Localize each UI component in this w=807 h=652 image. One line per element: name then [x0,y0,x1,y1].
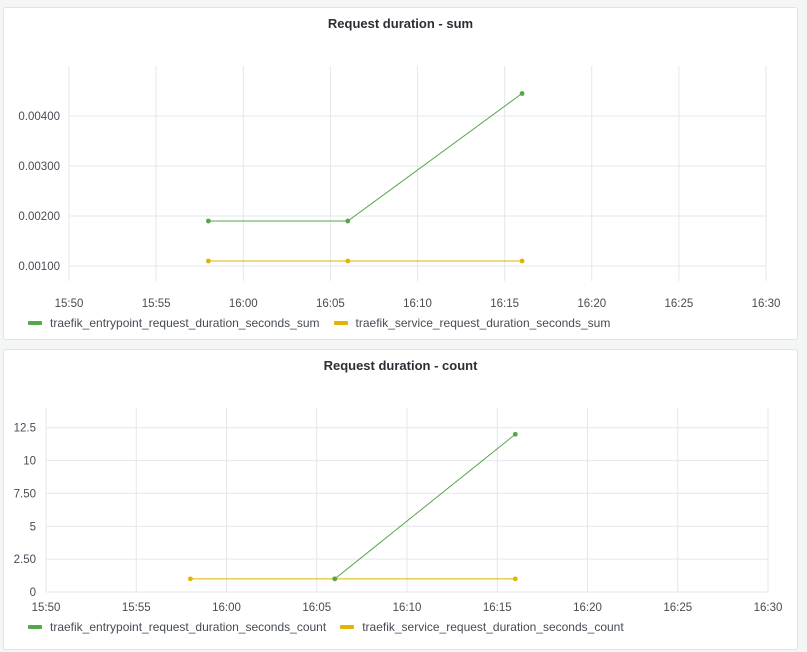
legend-item-service[interactable]: traefik_service_request_duration_seconds… [340,620,624,634]
series-line-entrypoint[interactable] [208,93,523,222]
legend: traefik_entrypoint_request_duration_seco… [28,620,638,634]
x-tick-label: 15:50 [55,298,84,310]
x-tick-label: 15:55 [142,298,171,310]
x-tick-label: 16:25 [664,298,693,310]
chart-request-duration-count: 15:50 15:55 16:00 16:05 16:10 16:15 16:20 16:25… [14,408,783,614]
legend-item-entrypoint[interactable]: traefik_entrypoint_request_duration_seco… [28,316,320,330]
data-point-service[interactable] [345,258,351,264]
y-tick-label: 5 [30,521,36,533]
x-tick-label: 16:20 [577,298,606,310]
x-tick-label: 15:55 [122,602,151,614]
data-point-entrypoint[interactable] [519,91,525,96]
y-tick-label: 0 [30,587,36,599]
legend-swatch [28,625,42,629]
x-tick-label: 16:20 [573,602,602,614]
panel-request-duration-sum: Request duration - sum 15:50 15:55 16:00 16… [3,7,798,340]
y-tick-label: 0.00400 [18,111,60,123]
legend-label: traefik_entrypoint_request_duration_seco… [50,316,320,330]
chart-request-duration-sum: 15:50 15:55 16:00 16:05 16:10 16:15 16:20 16:25… [18,66,781,310]
x-tick-label: 16:25 [663,602,692,614]
panel-request-duration-count: Request duration - count 15:50 15:55 16:00… [3,349,798,650]
y-tick-label: 0.00300 [18,161,60,173]
x-tick-label: 16:10 [403,298,432,310]
y-tick-label: 2.50 [14,554,36,566]
y-tick-label: 10 [23,456,36,468]
data-point-service[interactable] [188,576,193,582]
legend-item-service[interactable]: traefik_service_request_duration_seconds… [333,316,611,330]
data-point-service[interactable] [206,258,211,264]
x-tick-label: 16:00 [212,602,241,614]
legend-label: traefik_service_request_duration_seconds… [355,316,611,330]
y-tick-label: 7.50 [14,488,36,500]
data-point-entrypoint[interactable] [512,431,518,437]
data-point-service[interactable] [519,258,525,264]
y-tick-label: 0.00200 [18,211,60,223]
legend: traefik_entrypoint_request_duration_seco… [28,316,624,330]
data-point-entrypoint[interactable] [206,218,211,224]
x-tick-label: 16:00 [229,298,258,310]
data-point-service[interactable] [512,576,518,582]
legend-swatch [28,321,42,325]
x-tick-label: 16:15 [490,298,519,310]
y-tick-label: 12.5 [14,423,36,435]
series-line-entrypoint[interactable] [334,433,516,580]
x-tick-label: 16:10 [393,602,422,614]
x-tick-label: 15:50 [32,602,61,614]
legend-item-entrypoint[interactable]: traefik_entrypoint_request_duration_seco… [28,620,326,634]
legend-label: traefik_service_request_duration_seconds… [362,620,624,634]
x-tick-label: 16:05 [316,298,345,310]
x-tick-label: 16:30 [752,298,781,310]
panel-title[interactable]: Request duration - sum [327,16,474,31]
legend-swatch [333,321,348,325]
data-point-entrypoint[interactable] [345,218,351,224]
panel-title[interactable]: Request duration - count [323,358,478,373]
data-point-entrypoint[interactable] [332,576,338,582]
x-tick-label: 16:05 [302,602,331,614]
x-tick-label: 16:30 [754,602,783,614]
x-tick-label: 16:15 [483,602,512,614]
legend-label: traefik_entrypoint_request_duration_seco… [50,620,327,634]
y-tick-label: 0.00100 [18,261,60,273]
legend-swatch [340,625,355,629]
